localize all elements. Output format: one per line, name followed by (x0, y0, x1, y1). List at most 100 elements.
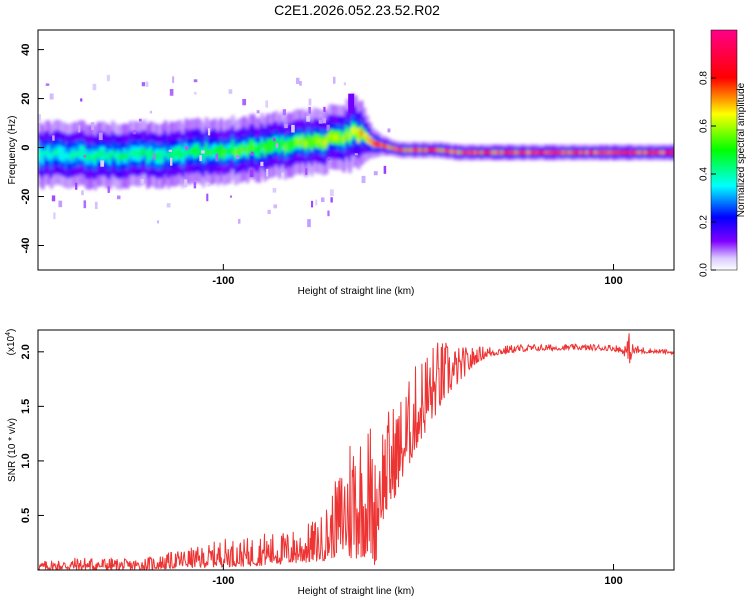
snr-line (38, 333, 674, 570)
spectrogram-noise (207, 182, 210, 187)
spectrogram-cell (172, 151, 177, 158)
spectrogram-cell (210, 148, 215, 156)
spectrogram-cell (187, 149, 191, 156)
snr-series (38, 333, 674, 570)
spectrogram-cell (632, 151, 636, 154)
spectrogram-cell (415, 149, 420, 151)
spectrogram-cell (444, 150, 449, 152)
spectrogram-noise (81, 190, 84, 196)
spectrogram-cell (169, 150, 174, 158)
spectrogram-cell (427, 149, 431, 151)
spectrogram-noise (326, 124, 330, 131)
spectrogram-noise (193, 182, 197, 189)
spectrogram-noise (265, 100, 269, 108)
spectrogram-cell (134, 150, 139, 157)
spectrogram-cell (655, 151, 659, 154)
spectrogram-cell (307, 137, 311, 144)
spectrogram-noise (296, 77, 300, 84)
spectrogram-noise (281, 172, 285, 178)
spectrogram-image (38, 74, 674, 228)
spectrogram-cell (500, 151, 504, 154)
spectrogram-cells (38, 93, 674, 191)
spectrogram-noise (228, 89, 233, 94)
spectrogram-noise (343, 82, 346, 86)
spectrogram-noise (199, 155, 202, 162)
snr-y-ticks: 0.5 1.0 1.5 2.0 (20, 344, 44, 523)
spectrogram-cell (456, 151, 460, 154)
spectrogram-noise (373, 171, 378, 176)
spectrogram-noise (45, 83, 50, 86)
spectrogram-cell (567, 151, 572, 154)
spectrogram-cell (629, 151, 633, 154)
snr-y-tick-label: 2.0 (20, 344, 32, 359)
spectrogram-cell (441, 149, 446, 152)
spectrogram-x-tick-label: -100 (212, 275, 234, 287)
spectrogram-cell (670, 151, 674, 154)
spectrogram-noise (146, 81, 149, 87)
spectrogram-cell (263, 145, 267, 153)
spectrogram-noise (260, 161, 264, 167)
spectrogram-cell (623, 151, 627, 154)
spectrogram-cell (105, 152, 109, 160)
spectrogram-y-tick-label: 40 (20, 43, 32, 55)
spectrogram-cell (99, 150, 103, 158)
spectrogram-noise (327, 157, 331, 161)
spectrogram-cell (70, 152, 74, 159)
spectrogram-noise (141, 82, 146, 87)
spectrogram-cell (248, 143, 253, 150)
spectrogram-cell (298, 138, 302, 146)
spectrogram-cell (193, 148, 197, 155)
spectrogram-cell (137, 151, 142, 158)
spectrogram-cell (339, 134, 343, 141)
spectrogram-cell (544, 151, 548, 154)
spectrogram-noise (116, 195, 121, 200)
spectrogram-cell (509, 151, 513, 154)
spectrogram-cell (380, 144, 384, 147)
spectrogram-noise (273, 204, 278, 209)
spectrogram-cell (242, 145, 247, 152)
chart-title: C2E1.2026.052.23.52.R02 (274, 2, 440, 18)
spectrogram-cell (111, 149, 115, 157)
spectrogram-cell (122, 152, 127, 160)
spectrogram-cell (383, 145, 387, 148)
spectrogram-noise (38, 114, 42, 121)
colorbar-tick-label: 0.6 (699, 119, 710, 133)
snr-y-tick-label: 1.0 (20, 453, 32, 468)
spectrogram-noise (291, 124, 295, 133)
spectrogram-y-tick-label: -40 (20, 238, 32, 254)
spectrogram-cell (395, 148, 399, 150)
spectrogram-cell (234, 149, 238, 156)
spectrogram-cell (301, 137, 305, 145)
spectrogram-cell (594, 151, 598, 154)
spectrogram-cell (295, 138, 300, 145)
spectrogram-y-tick-label: 20 (20, 92, 32, 104)
spectrogram-cell (453, 151, 458, 153)
spectrogram-cell (474, 151, 478, 154)
spectrogram-cell (178, 149, 182, 156)
spectrogram-noise (282, 109, 287, 116)
spectrogram-noise (140, 178, 145, 184)
spectrogram-noise (272, 188, 277, 193)
spectrogram-cell (283, 144, 288, 151)
spectrogram-cell (324, 138, 329, 145)
snr-x-ticks: -100 100 (212, 564, 623, 587)
spectrogram-cell (228, 147, 232, 155)
spectrogram-cell (558, 151, 563, 154)
spectrogram-cell (532, 151, 537, 154)
spectrogram-cell (553, 151, 557, 154)
spectrogram-cell (40, 153, 45, 161)
spectrogram-cell (608, 151, 613, 154)
spectrogram-x-ticks: -100 100 (212, 264, 623, 287)
spectrogram-noise (266, 168, 269, 177)
spectrogram-cell (160, 152, 165, 160)
spectrogram-noise (49, 93, 54, 100)
spectrogram-cell (482, 151, 487, 154)
spectrogram-cell (119, 153, 124, 160)
spectrogram-cell (225, 148, 229, 155)
spectrogram-cell (643, 151, 648, 154)
spectrogram-cell (348, 132, 352, 141)
spectrogram-cell (64, 152, 68, 159)
spectrogram-cell (254, 146, 259, 154)
spectrogram-noise (92, 83, 97, 91)
spectrogram-cell (93, 154, 98, 162)
